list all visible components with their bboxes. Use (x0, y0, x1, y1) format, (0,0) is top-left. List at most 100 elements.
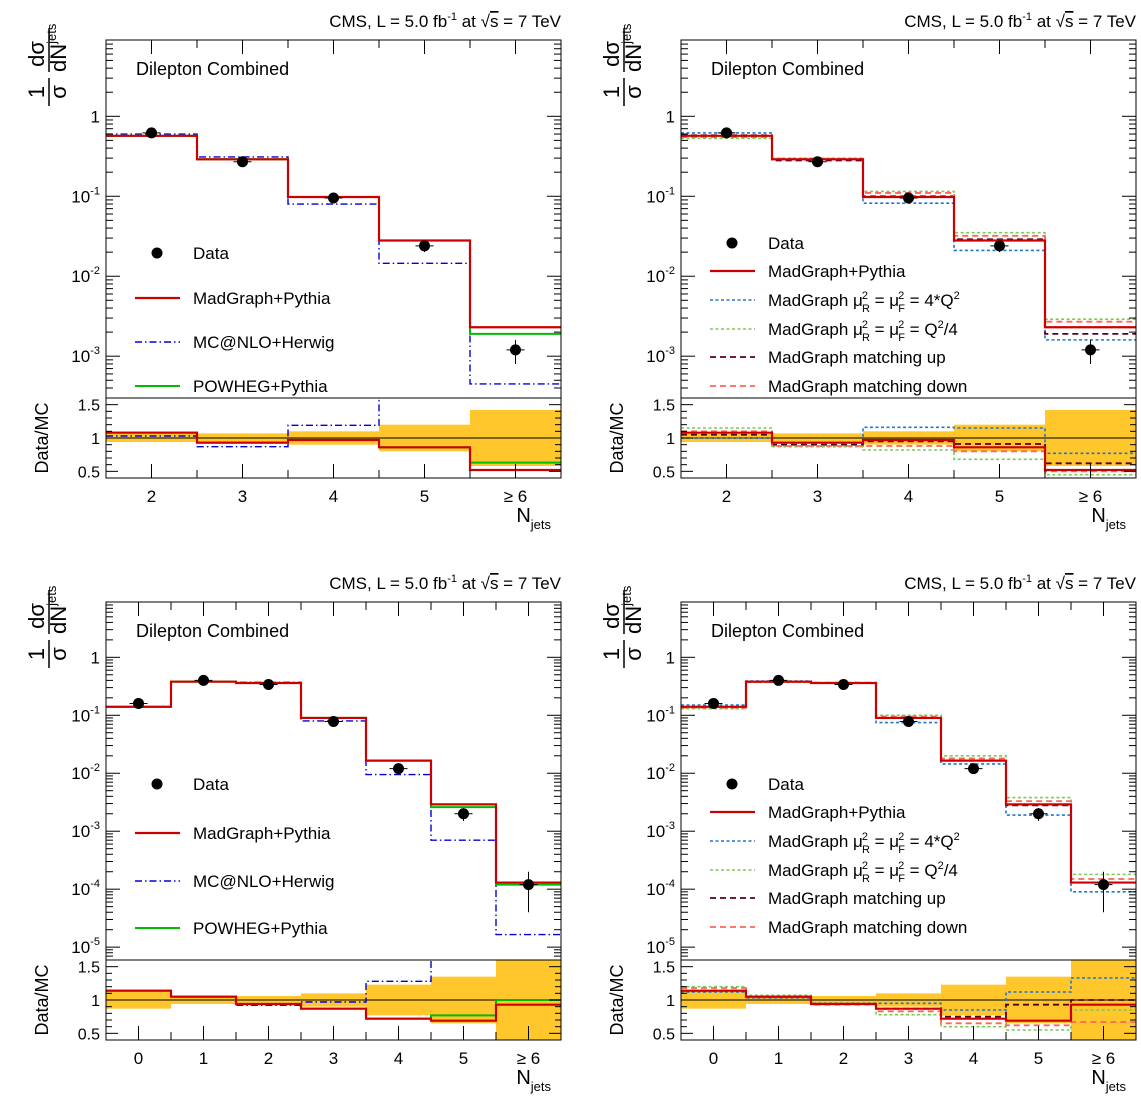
text-part: = 7 TeV (498, 574, 561, 593)
text-part: R (862, 844, 870, 856)
text-part: R (862, 303, 870, 315)
y-tick-label: 10-1 (646, 185, 675, 206)
ratio-axis-title: Data/MC (32, 402, 52, 473)
text-part: 2 (938, 860, 944, 872)
legend-label-data: Data (193, 244, 229, 263)
x-tick-label: ≥ 6 (1092, 1049, 1116, 1068)
cms-header: CMS, L = 5.0 fb-1 at √s = 7 TeV (904, 11, 1136, 31)
ratio-axis-title: Data/MC (32, 964, 52, 1035)
text-part: = μ (870, 320, 899, 339)
legend-label-data: Data (768, 234, 804, 253)
text-part: -2 (90, 762, 100, 774)
legend-label-match-up: MadGraph matching up (768, 889, 946, 908)
x-axis-title: Njets (1091, 505, 1126, 532)
text-part: 2 (862, 290, 868, 302)
series-line-powheg (106, 680, 561, 886)
data-point (903, 716, 914, 728)
legend-label-powheg: POWHEG+Pythia (193, 377, 328, 396)
text-part: jets (530, 517, 552, 532)
text-part: 10 (71, 764, 90, 783)
y-title-dsigma: dσ (24, 603, 49, 629)
text-part: 10 (71, 267, 90, 286)
data-point (708, 697, 719, 709)
y-title-dn: dNjets (44, 23, 71, 72)
ratio-title: Data/MC (607, 402, 627, 473)
data-point (419, 240, 430, 252)
main-frame (680, 39, 1137, 399)
x-tick-label: 2 (264, 1049, 273, 1068)
text-part: N (1091, 505, 1105, 527)
chart-panel-top-left: CMS, L = 5.0 fb-1 at √s = 7 TeV110-110-2… (24, 11, 562, 532)
data-point (1085, 344, 1096, 356)
ratio-tick-label: 1.5 (78, 398, 100, 415)
text-part: 2 (898, 831, 904, 843)
x-tick-label: 2 (839, 1049, 848, 1068)
ratio-line-mcnlo (106, 960, 432, 1007)
series-line-madgraph (106, 680, 561, 884)
text-part: -3 (90, 820, 100, 832)
data-point (237, 156, 248, 168)
text-part: 10 (71, 187, 90, 206)
text-part: 2 (898, 860, 904, 872)
data-point (838, 678, 849, 690)
data-point (146, 127, 157, 139)
legend-label-scale_down: MadGraph μ2 R = μ2 F = Q2/4 (768, 319, 958, 344)
text-part: CMS, L = 5.0 fb (329, 574, 447, 593)
text-part: dN (46, 44, 71, 72)
ratio-tick-label: 0.5 (78, 464, 100, 481)
data-point (1033, 808, 1044, 820)
legend-swatch-data (151, 778, 163, 790)
text-part: jets (1105, 517, 1127, 532)
legend-label-match-down: MadGraph matching down (768, 377, 967, 396)
data-point (458, 808, 469, 820)
data-point (198, 674, 209, 686)
text-part: 1 (666, 648, 675, 667)
y-title-sigma: σ (621, 85, 646, 99)
x-tick-label: 2 (722, 487, 731, 506)
ratio-title: Data/MC (32, 402, 52, 473)
y-title-dsigma: dσ (599, 603, 624, 629)
ratio-line-scale_down (681, 985, 1136, 1031)
text-part: -1 (447, 573, 457, 585)
data-point (968, 763, 979, 775)
series-line-madgraph (681, 680, 1136, 884)
x-tick-label: 0 (709, 1049, 718, 1068)
text-part: s (1065, 12, 1074, 31)
legend-swatch-data (726, 778, 738, 790)
ratio-series-group (681, 426, 1136, 476)
ratio-line-madgraph (106, 989, 561, 1022)
x-tick-label: 4 (904, 487, 913, 506)
legend-label-data: Data (193, 775, 229, 794)
y-title-dsigma: dσ (24, 41, 49, 67)
text-part: = Q (905, 320, 938, 339)
data-point (263, 678, 274, 690)
x-tick-label: 5 (459, 1049, 468, 1068)
text-part: = μ (870, 861, 899, 880)
x-tick-label: ≥ 6 (1079, 487, 1103, 506)
text-part: 10 (646, 822, 665, 841)
y-tick-label: 10-4 (646, 878, 675, 899)
x-tick-label: ≥ 6 (504, 487, 528, 506)
text-part: MadGraph μ (768, 861, 863, 880)
text-part: = 7 TeV (1073, 574, 1136, 593)
text-part: jets (44, 23, 59, 45)
text-part: N (516, 1067, 530, 1089)
analysis-label: Dilepton Combined (711, 59, 864, 79)
ratio-tick-label: 0.5 (653, 1026, 675, 1043)
data-point (721, 127, 732, 139)
text-part: 2 (898, 290, 904, 302)
legend-label-madgraph: MadGraph+Pythia (193, 824, 331, 843)
ratio-title: Data/MC (607, 964, 627, 1035)
text-part: -1 (90, 704, 100, 716)
y-tick-label: 10-3 (646, 345, 675, 366)
legend-label-mcnlo: MC@NLO+Herwig (193, 872, 334, 891)
text-part: = 4*Q (905, 291, 954, 310)
ratio-tick-label: 1.5 (653, 398, 675, 415)
text-part: 10 (71, 706, 90, 725)
text-part: R (862, 332, 870, 344)
ratio-line-madgraph (681, 989, 1136, 1022)
y-tick-label: 1 (91, 648, 100, 667)
